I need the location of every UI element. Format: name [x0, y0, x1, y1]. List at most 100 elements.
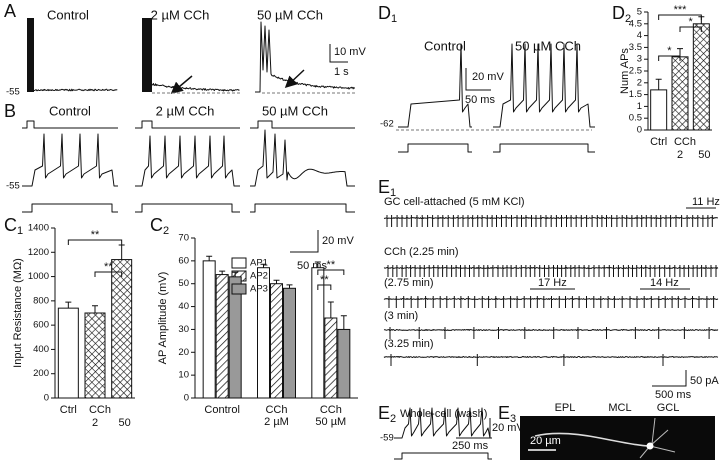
stimulus	[398, 143, 472, 153]
error-bar	[219, 270, 226, 275]
bar	[202, 260, 216, 399]
y-tick-label: 800	[33, 295, 49, 306]
y-tick-label: 1	[637, 101, 642, 112]
dendrite	[534, 432, 649, 447]
x-tick-label: Ctrl	[650, 136, 667, 148]
trace	[250, 129, 355, 187]
y-tick-label: 40	[178, 301, 189, 312]
stimulus	[135, 120, 240, 129]
y-tick-label: 0	[184, 393, 189, 404]
panel-label: B	[4, 101, 16, 121]
layer-label: EPL	[555, 402, 576, 414]
error-bar	[340, 315, 347, 330]
error-bar	[65, 301, 72, 309]
current-trace	[383, 327, 719, 339]
bar	[283, 287, 296, 399]
trace	[22, 133, 118, 187]
x-tick-label: CCh	[265, 404, 287, 416]
arrow	[284, 69, 305, 89]
panel-letter: E	[378, 177, 390, 197]
y-tick-label: 200	[33, 368, 49, 379]
bar	[270, 283, 283, 399]
micrograph	[520, 416, 715, 460]
trace-title: Control	[424, 38, 466, 53]
row-label: GC cell-attached (5 mM KCl)	[384, 196, 525, 208]
stimulus	[135, 203, 240, 213]
stimulus	[493, 143, 595, 153]
panel-letter: E	[378, 403, 390, 423]
y-axis-label: Input Resistance (MΩ)	[12, 258, 24, 368]
x-tick-label: 2 µM	[264, 416, 289, 428]
trace-title: Control	[49, 103, 91, 118]
trace-title: Whole-cell (wash)	[400, 408, 487, 420]
panel-letter: D	[378, 3, 391, 23]
rmp-label: -55	[6, 87, 20, 98]
y-tick-label: 10	[178, 370, 189, 381]
stimulus	[22, 120, 118, 129]
y-tick-label: 600	[33, 320, 49, 331]
panel-sub: 1	[17, 225, 23, 237]
panel-sub: 2	[390, 413, 396, 425]
bar	[650, 89, 668, 131]
legend-swatch	[231, 283, 247, 295]
legend-label: AP2	[250, 271, 268, 282]
significance-label: **	[104, 261, 113, 273]
y-tick-label: 0	[44, 393, 49, 404]
group-label: CCh	[89, 404, 111, 416]
error-bar	[327, 301, 334, 318]
y-tick-label: 5	[637, 7, 642, 18]
error-bar	[273, 279, 280, 284]
panel-label: A	[4, 1, 16, 21]
scale-label: 20 µm	[530, 435, 561, 447]
error-bar	[314, 261, 321, 268]
bar	[84, 312, 106, 399]
trace	[493, 43, 595, 128]
significance-bracket	[658, 55, 681, 61]
burst	[142, 18, 152, 92]
scale-bar	[329, 44, 348, 63]
panel-letter: D	[612, 3, 625, 23]
bar	[111, 259, 133, 399]
y-tick-label: 4.5	[629, 18, 642, 29]
y-tick-label: 3.5	[629, 42, 642, 53]
rate-label: 17 Hz	[538, 277, 567, 289]
legend-swatch	[231, 257, 247, 269]
trace-title: 50 µM CCh	[262, 103, 328, 118]
x-tick-label: 50	[698, 149, 710, 161]
significance-label: **	[327, 259, 336, 271]
trace	[394, 407, 492, 439]
current-trace	[383, 296, 719, 308]
trace-title: 50 µM CCh	[257, 7, 323, 22]
row-label: CCh (2.25 min)	[384, 246, 459, 258]
panel-label: D1	[378, 3, 397, 25]
scale-label: 50 ms	[465, 94, 495, 106]
bar	[337, 328, 351, 399]
legend-label: AP3	[250, 284, 268, 295]
burst	[27, 18, 34, 92]
y-tick-label: 60	[178, 255, 189, 266]
error-bar	[677, 48, 683, 57]
group-label: CCh	[674, 136, 696, 148]
stimulus	[394, 452, 492, 460]
panel-label: C2	[150, 215, 169, 237]
row-label: (3 min)	[384, 310, 418, 322]
y-tick-label: 1.5	[629, 89, 642, 100]
error-bar	[260, 263, 267, 268]
layer-label: MCL	[608, 402, 631, 414]
y-tick-label: 0	[637, 125, 642, 136]
x-tick-label: Ctrl	[60, 404, 77, 416]
trace	[151, 83, 240, 92]
panel-sub: 2	[163, 225, 169, 237]
arrow	[170, 75, 193, 94]
bar	[692, 23, 710, 131]
current-trace	[383, 354, 719, 366]
error-bar	[286, 284, 293, 289]
panel-label: D2	[612, 3, 631, 25]
panel-letter: C	[4, 215, 17, 235]
rate-label: 14 Hz	[650, 277, 679, 289]
stimulus	[22, 203, 118, 213]
x-tick-label: 50	[119, 417, 131, 429]
trace-title: 2 µM CCh	[156, 103, 215, 118]
layer-label: GCL	[657, 402, 680, 414]
panel-sub: 1	[391, 13, 397, 25]
